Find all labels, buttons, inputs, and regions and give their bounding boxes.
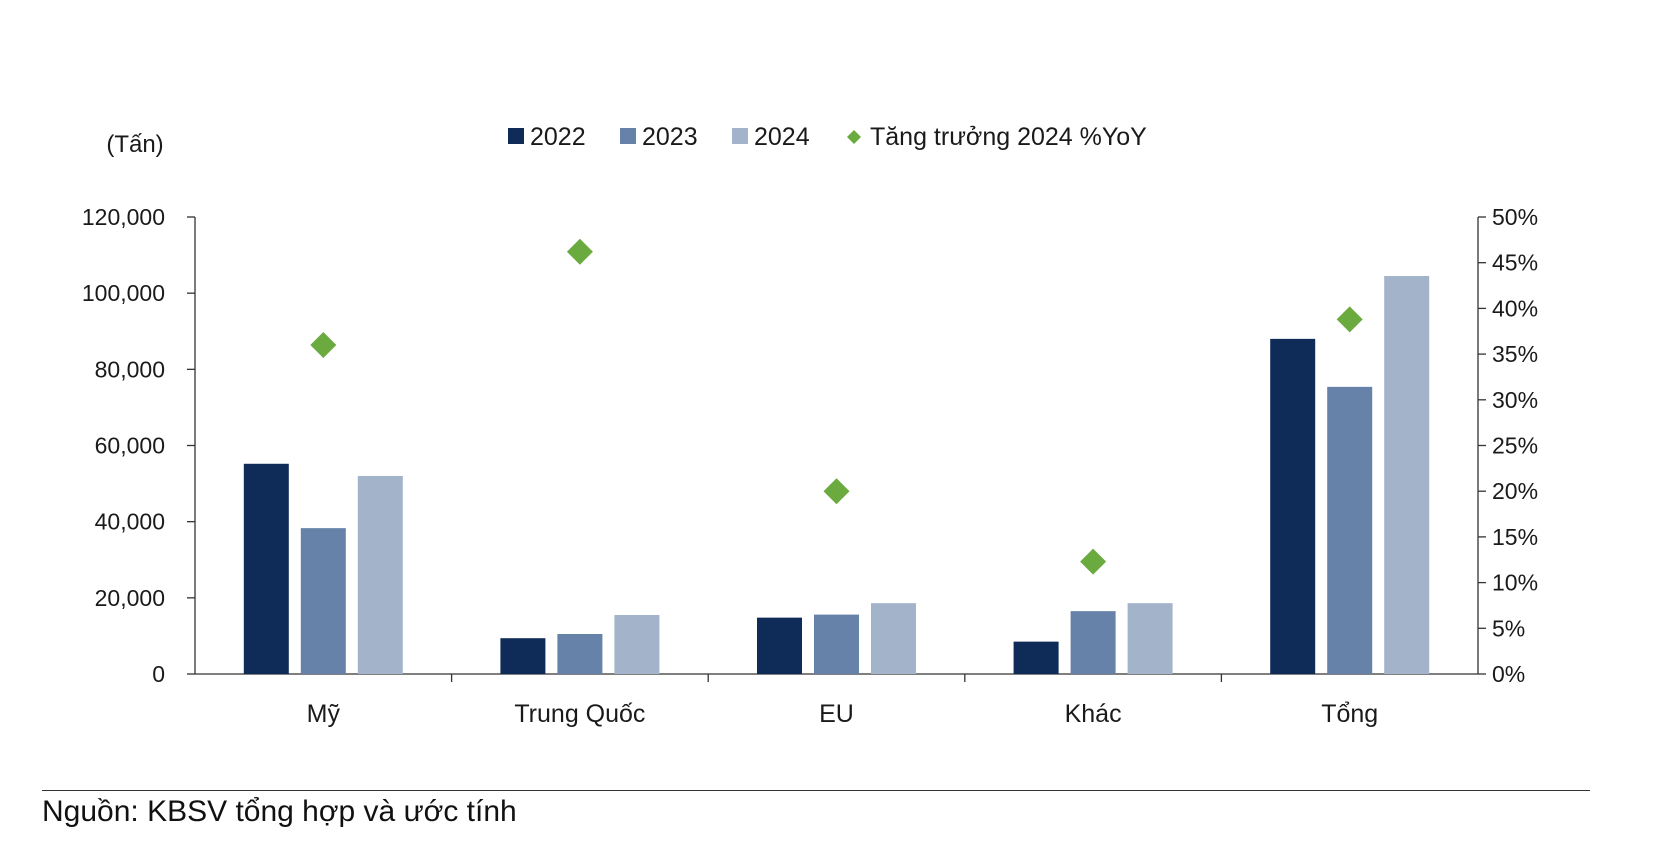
x-tick-label: Mỹ bbox=[307, 700, 341, 728]
y2-tick-label: 45% bbox=[1492, 250, 1538, 276]
legend-label: Tăng trưởng 2024 %YoY bbox=[870, 123, 1147, 151]
bar-2022 bbox=[1013, 641, 1059, 674]
y-axis-label: (Tấn) bbox=[106, 131, 163, 158]
y2-tick-label: 15% bbox=[1492, 524, 1538, 550]
chart: 2022 2023 2024 Tăng trưởng 2024 %YoY (Tấn) … bbox=[82, 123, 1538, 728]
y2-tick-label: 40% bbox=[1492, 295, 1538, 321]
y2-tick-label: 20% bbox=[1492, 478, 1538, 504]
y-tick-label: 40,000 bbox=[95, 509, 165, 535]
x-tick-label: Trung Quốc bbox=[514, 700, 645, 728]
y-tick-label: 60,000 bbox=[95, 433, 165, 459]
growth-marker bbox=[1080, 548, 1107, 575]
bar-2024 bbox=[1127, 603, 1173, 674]
legend-swatch bbox=[508, 128, 524, 144]
x-tick-label: Tổng bbox=[1321, 700, 1378, 728]
growth-marker bbox=[566, 238, 593, 265]
bar-2023 bbox=[300, 528, 346, 674]
source-note: Nguồn: KBSV tổng hợp và ước tính bbox=[42, 795, 517, 828]
y2-tick-label: 25% bbox=[1492, 433, 1538, 459]
legend-label: 2024 bbox=[754, 123, 810, 151]
bars bbox=[243, 276, 1430, 674]
bar-2024 bbox=[357, 475, 403, 674]
bar-2022 bbox=[757, 617, 802, 674]
legend-label: 2022 bbox=[530, 123, 586, 151]
y2-tick-label: 50% bbox=[1492, 204, 1538, 230]
bar-2024 bbox=[871, 603, 916, 674]
y2-tick-label: 5% bbox=[1492, 615, 1525, 641]
growth-marker bbox=[823, 478, 850, 505]
axes: 0 20,000 40,000 60,000 80,000 100,000 120,000 0… bbox=[82, 204, 1538, 728]
y2-tick-label: 30% bbox=[1492, 387, 1538, 413]
bar-2023 bbox=[1070, 611, 1116, 674]
y-tick-label: 0 bbox=[152, 661, 165, 687]
bar-2023 bbox=[557, 634, 603, 674]
y-tick-label: 100,000 bbox=[82, 280, 165, 306]
bar-2023 bbox=[1327, 386, 1373, 674]
legend-label: 2023 bbox=[642, 123, 698, 151]
growth-marker bbox=[310, 331, 337, 358]
source-divider bbox=[42, 790, 1590, 791]
bar-2022 bbox=[243, 463, 289, 674]
bar-2024 bbox=[614, 614, 660, 674]
growth-markers bbox=[310, 238, 1363, 575]
bar-2022 bbox=[500, 638, 546, 674]
y2-tick-label: 10% bbox=[1492, 570, 1538, 596]
y2-tick-label: 35% bbox=[1492, 341, 1538, 367]
y2-tick-label: 0% bbox=[1492, 661, 1525, 687]
bar-2023 bbox=[814, 614, 859, 674]
legend: 2022 2023 2024 Tăng trưởng 2024 %YoY bbox=[508, 123, 1147, 151]
legend-swatch bbox=[620, 128, 636, 144]
growth-marker bbox=[1336, 306, 1363, 333]
y-tick-label: 120,000 bbox=[82, 204, 165, 230]
bar-2024 bbox=[1384, 276, 1430, 674]
legend-swatch bbox=[732, 128, 748, 144]
legend-marker bbox=[847, 130, 861, 144]
x-tick-label: Khác bbox=[1065, 700, 1122, 728]
y-tick-label: 20,000 bbox=[95, 585, 165, 611]
bar-2022 bbox=[1270, 338, 1316, 674]
x-tick-label: EU bbox=[819, 700, 854, 728]
y-tick-label: 80,000 bbox=[95, 356, 165, 382]
